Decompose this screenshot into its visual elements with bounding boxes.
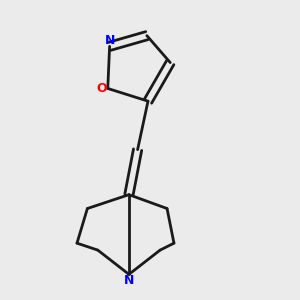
Text: O: O (96, 82, 107, 95)
Text: N: N (124, 274, 134, 287)
Text: N: N (104, 34, 115, 46)
